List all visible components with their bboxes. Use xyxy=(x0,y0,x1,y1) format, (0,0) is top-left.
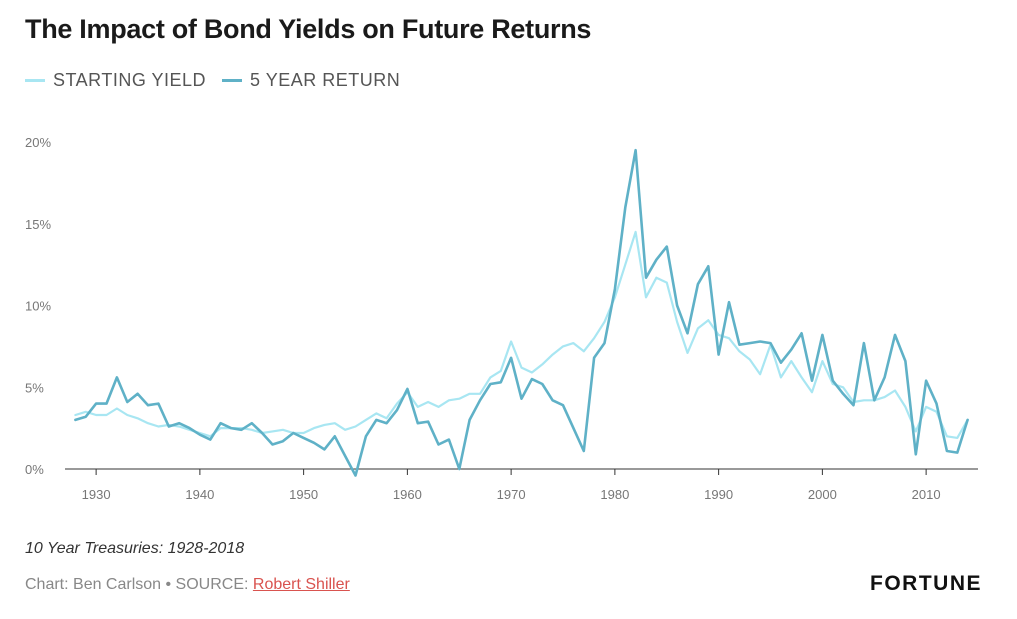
fortune-logo: FORTUNE xyxy=(870,572,982,595)
y-tick-label: 5% xyxy=(25,380,44,395)
starting-yield-line xyxy=(74,230,969,439)
legend-item-starting-yield: STARTING YIELD xyxy=(25,70,206,91)
chart-footnote: 10 Year Treasuries: 1928-2018 xyxy=(25,540,245,557)
x-tick-label: 2010 xyxy=(912,487,941,502)
chart-title: The Impact of Bond Yields on Future Retu… xyxy=(25,14,592,44)
x-tick-label: 1950 xyxy=(289,487,318,502)
legend-label-starting-yield: STARTING YIELD xyxy=(53,70,207,90)
x-tick-label: 1990 xyxy=(704,487,733,502)
credit-text: Chart: Ben Carlson • SOURCE: xyxy=(25,576,253,593)
chart-legend: STARTING YIELD 5 YEAR RETURN xyxy=(25,70,416,91)
legend-swatch-starting-yield xyxy=(25,79,45,82)
legend-swatch-five-year-return xyxy=(222,79,243,82)
x-tick-label: 1980 xyxy=(600,487,629,502)
x-tick-label: 2000 xyxy=(808,487,837,502)
legend-label-five-year-return: 5 YEAR RETURN xyxy=(250,70,401,90)
x-tick-label: 1930 xyxy=(82,487,111,502)
x-tick-label: 1940 xyxy=(185,487,214,502)
line-chart: 0% 5% 10% 15% 20% 1930 1940 1950 1960 1970 1980 199… xyxy=(25,135,978,502)
x-tick-label: 1970 xyxy=(497,487,526,502)
x-tick-label: 1960 xyxy=(393,487,422,502)
y-tick-label: 15% xyxy=(25,217,51,232)
source-link[interactable]: Robert Shiller xyxy=(252,576,350,593)
chart-credit: Chart: Ben Carlson • SOURCE: Robert Shil… xyxy=(25,576,350,594)
y-tick-label: 20% xyxy=(25,135,51,150)
legend-item-five-year-return: 5 YEAR RETURN xyxy=(222,70,400,91)
y-tick-label: 0% xyxy=(25,462,44,477)
five-year-return-line xyxy=(74,148,969,477)
y-tick-label: 10% xyxy=(25,299,51,314)
